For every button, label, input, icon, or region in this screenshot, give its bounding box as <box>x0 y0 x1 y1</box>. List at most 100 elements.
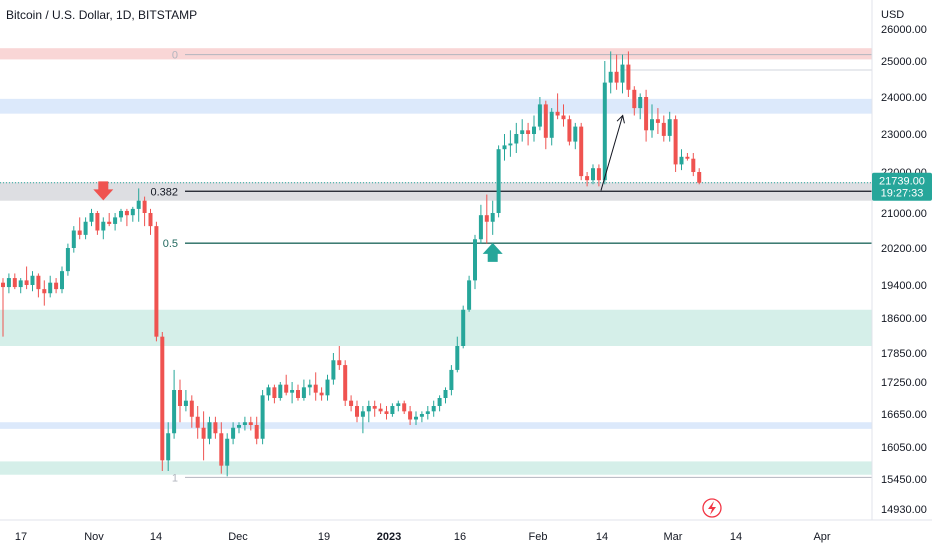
candle <box>290 382 295 404</box>
candle <box>331 353 336 385</box>
candle <box>313 372 318 401</box>
time-tick: Apr <box>813 531 830 543</box>
time-tick: 19 <box>318 531 330 543</box>
candle <box>119 208 123 222</box>
candle <box>213 416 218 439</box>
candle <box>142 196 147 227</box>
candle <box>378 403 383 414</box>
time-tick: Mar <box>664 531 683 543</box>
time-tick: 16 <box>454 531 466 543</box>
candle <box>591 164 595 185</box>
candle <box>284 374 289 396</box>
price-tick: 17850.00 <box>881 348 927 360</box>
candle <box>77 217 82 240</box>
candle <box>89 208 94 227</box>
candle <box>319 387 324 401</box>
price-tick: 19400.00 <box>881 280 927 292</box>
candle <box>6 273 11 294</box>
candle <box>555 93 560 120</box>
candle <box>402 400 407 414</box>
candle <box>372 400 377 417</box>
price-zones <box>0 48 872 475</box>
fib-label-3: 1 <box>172 472 178 484</box>
candle <box>225 433 230 477</box>
candle <box>614 54 619 90</box>
price-tick: 14930.00 <box>881 504 927 516</box>
zone-1 <box>0 98 872 114</box>
candle <box>248 416 253 431</box>
candle <box>18 278 23 294</box>
candle <box>390 403 395 417</box>
candle <box>573 122 578 150</box>
last-price-badge[interactable]: 21739.00 19:27:33 <box>872 172 932 201</box>
zone-4 <box>0 422 872 429</box>
down-arrow-marker <box>93 181 114 201</box>
price-tick: 15450.00 <box>881 474 927 486</box>
candle <box>679 149 684 171</box>
candle <box>537 97 542 131</box>
time-tick: Feb <box>529 531 548 543</box>
candle <box>325 374 330 401</box>
time-axis-ticks: 17 Nov 14 Dec 19 2023 16 Feb 14 Mar 14 Apr <box>15 531 831 543</box>
candle <box>343 360 348 406</box>
candle <box>602 61 607 185</box>
candle <box>414 411 418 425</box>
price-tick: 23000.00 <box>881 129 927 141</box>
candle <box>30 271 35 292</box>
price-tick: 24000.00 <box>881 92 927 104</box>
time-tick: 14 <box>730 531 742 543</box>
candle <box>83 217 88 240</box>
time-tick: 14 <box>596 531 608 543</box>
fib-label-1: 0.382 <box>150 186 178 198</box>
candle <box>514 122 519 153</box>
candle <box>496 145 501 218</box>
candle <box>638 93 643 120</box>
candle <box>1 278 5 337</box>
currency-label: USD <box>881 9 904 21</box>
price-axis-bg[interactable] <box>872 0 932 520</box>
candle <box>36 273 41 298</box>
up-arrow-marker <box>482 242 503 262</box>
candle <box>189 395 194 428</box>
candle <box>543 100 548 150</box>
time-axis-bg[interactable] <box>0 520 872 550</box>
candle <box>160 332 165 471</box>
candle <box>154 221 159 342</box>
last-price-value: 21739.00 <box>879 176 925 188</box>
candles <box>1 51 702 477</box>
trend-arrow <box>600 115 624 191</box>
candle <box>124 208 129 227</box>
candle <box>107 213 112 227</box>
candle <box>301 379 306 401</box>
price-tick: 16050.00 <box>881 442 927 454</box>
candle <box>260 390 265 445</box>
candle <box>183 390 188 412</box>
time-tick: 2023 <box>377 531 401 543</box>
fib-label-0: 0 <box>172 50 178 62</box>
zone-3 <box>0 309 872 346</box>
candle <box>478 204 483 244</box>
candle <box>307 379 312 396</box>
candle <box>408 406 413 425</box>
candle <box>443 387 448 404</box>
candle <box>626 51 631 97</box>
candle <box>596 164 601 187</box>
candle <box>178 379 182 423</box>
candle <box>54 278 59 294</box>
candle <box>396 400 401 412</box>
candle <box>254 416 259 445</box>
time-tick: Nov <box>84 531 104 543</box>
candle <box>113 213 118 231</box>
candle <box>136 188 141 222</box>
candle <box>12 273 17 290</box>
chart-title: Bitcoin / U.S. Dollar, 1D, BITSTAMP <box>6 8 197 22</box>
time-tick: Dec <box>228 531 248 543</box>
candle <box>419 411 424 423</box>
candle <box>520 119 525 142</box>
candle <box>561 104 566 127</box>
candle <box>60 266 64 294</box>
candle <box>484 194 489 244</box>
lightning-icon[interactable] <box>702 498 722 518</box>
candle <box>42 280 47 306</box>
